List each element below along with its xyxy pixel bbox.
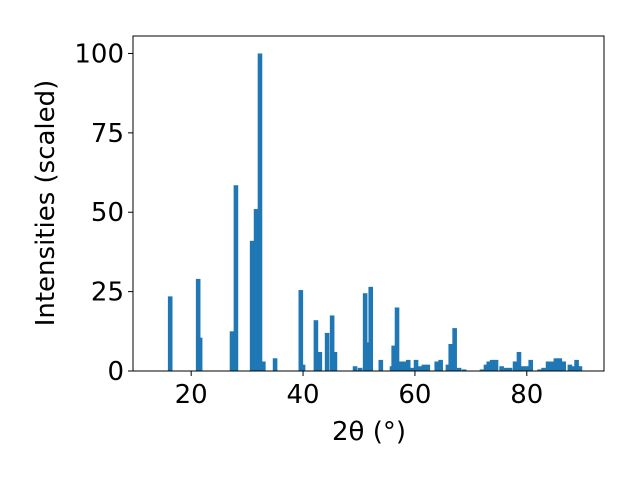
bar bbox=[483, 364, 489, 371]
bar bbox=[537, 369, 542, 371]
bar bbox=[378, 359, 384, 371]
bar bbox=[448, 344, 454, 371]
bar bbox=[545, 361, 551, 371]
bar bbox=[300, 364, 306, 371]
bar bbox=[409, 367, 415, 371]
bar bbox=[332, 351, 338, 371]
x-tick-label: 20 bbox=[175, 380, 208, 410]
y-tick-label: 25 bbox=[91, 278, 124, 308]
bar bbox=[489, 359, 495, 371]
bar bbox=[493, 359, 499, 371]
x-tick-label: 80 bbox=[510, 380, 543, 410]
bar bbox=[461, 369, 467, 371]
bar bbox=[257, 53, 263, 372]
bar bbox=[394, 307, 400, 371]
bar bbox=[197, 337, 203, 371]
bar bbox=[401, 361, 407, 371]
bar bbox=[577, 366, 583, 371]
bar bbox=[329, 315, 335, 371]
bar bbox=[253, 209, 259, 371]
bar bbox=[567, 364, 573, 371]
bar bbox=[434, 361, 440, 371]
bar bbox=[167, 296, 173, 371]
bar bbox=[324, 332, 330, 371]
bar bbox=[456, 367, 462, 371]
bar bbox=[561, 361, 567, 371]
plot-frame bbox=[132, 35, 605, 372]
bar bbox=[365, 342, 371, 371]
bar bbox=[417, 366, 423, 371]
bar bbox=[503, 367, 509, 371]
y-tick-label: 75 bbox=[91, 119, 124, 149]
bar bbox=[486, 361, 492, 371]
bar bbox=[571, 366, 577, 371]
bar bbox=[233, 185, 239, 371]
y-tick-label: 100 bbox=[74, 39, 124, 69]
bar bbox=[507, 367, 513, 371]
bar bbox=[541, 367, 546, 371]
bar bbox=[512, 361, 518, 371]
bar bbox=[499, 366, 504, 371]
bar bbox=[516, 351, 522, 371]
x-axis-label: 2θ (°) bbox=[332, 417, 406, 447]
y-tick-label: 0 bbox=[107, 357, 124, 387]
bar bbox=[421, 364, 427, 371]
bar bbox=[391, 345, 396, 371]
bar bbox=[574, 359, 579, 371]
bar bbox=[425, 364, 431, 371]
bar bbox=[229, 331, 235, 371]
bar bbox=[272, 358, 278, 371]
bar bbox=[261, 361, 266, 371]
bar bbox=[445, 364, 451, 371]
bar bbox=[528, 359, 534, 371]
bar bbox=[479, 369, 485, 371]
bar bbox=[524, 366, 530, 371]
bar bbox=[298, 290, 304, 371]
bar bbox=[362, 293, 368, 371]
bar bbox=[352, 366, 358, 371]
bar bbox=[249, 240, 255, 371]
bar bbox=[413, 359, 419, 371]
bar bbox=[313, 320, 319, 371]
bar bbox=[368, 286, 374, 371]
bar bbox=[438, 359, 443, 371]
bar bbox=[520, 366, 526, 371]
bar bbox=[397, 361, 403, 371]
y-tick-label: 50 bbox=[91, 198, 124, 228]
bar bbox=[452, 328, 457, 371]
bar bbox=[357, 367, 363, 371]
x-tick-label: 60 bbox=[398, 380, 431, 410]
x-tick-label: 40 bbox=[287, 380, 320, 410]
bar bbox=[317, 351, 323, 371]
y-axis-label: Intensities (scaled) bbox=[31, 80, 61, 327]
bar bbox=[553, 358, 559, 371]
bar bbox=[405, 359, 411, 371]
bar bbox=[549, 361, 555, 371]
bar bbox=[195, 278, 201, 371]
bar bbox=[557, 358, 563, 371]
